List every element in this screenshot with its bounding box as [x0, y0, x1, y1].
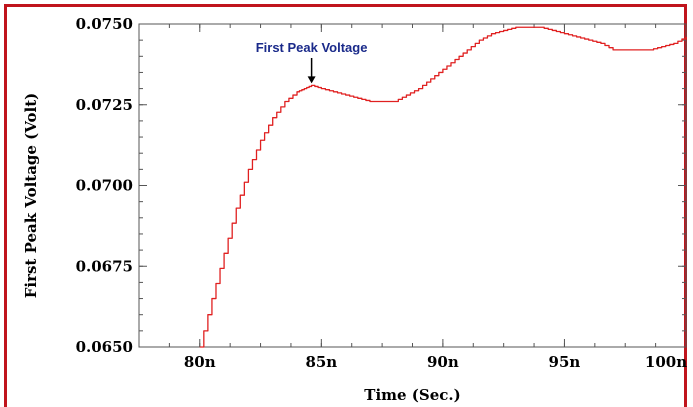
y-axis-title: First Peak Voltage (Volt) [22, 93, 40, 299]
plot-border [138, 23, 687, 348]
annotation-label: First Peak Voltage [256, 40, 368, 55]
chart-frame [4, 4, 687, 407]
y-tick-label: 0.0650 [76, 338, 133, 356]
series-layer [199, 26, 687, 348]
annotation-layer: First Peak Voltage [256, 40, 368, 84]
y-tick-label: 0.0750 [76, 15, 133, 33]
x-tick-label: 80n [184, 353, 216, 371]
plot-area: 80n 85n 90n 95n 100n 0.0650 0.0675 0.0700 0.0725… [76, 15, 688, 371]
x-tick-label: 100n [645, 353, 687, 371]
y-tick-label: 0.0700 [76, 177, 133, 195]
y-tick-label: 0.0725 [76, 96, 133, 114]
x-axis-title: Time (Sec.) [364, 386, 460, 404]
annotation-arrowhead [307, 76, 316, 84]
series-line [199, 26, 687, 348]
y-tick-label: 0.0675 [76, 257, 133, 275]
x-tick-label: 95n [549, 353, 581, 371]
x-tick-label: 85n [305, 353, 337, 371]
x-tick-label: 90n [427, 353, 459, 371]
